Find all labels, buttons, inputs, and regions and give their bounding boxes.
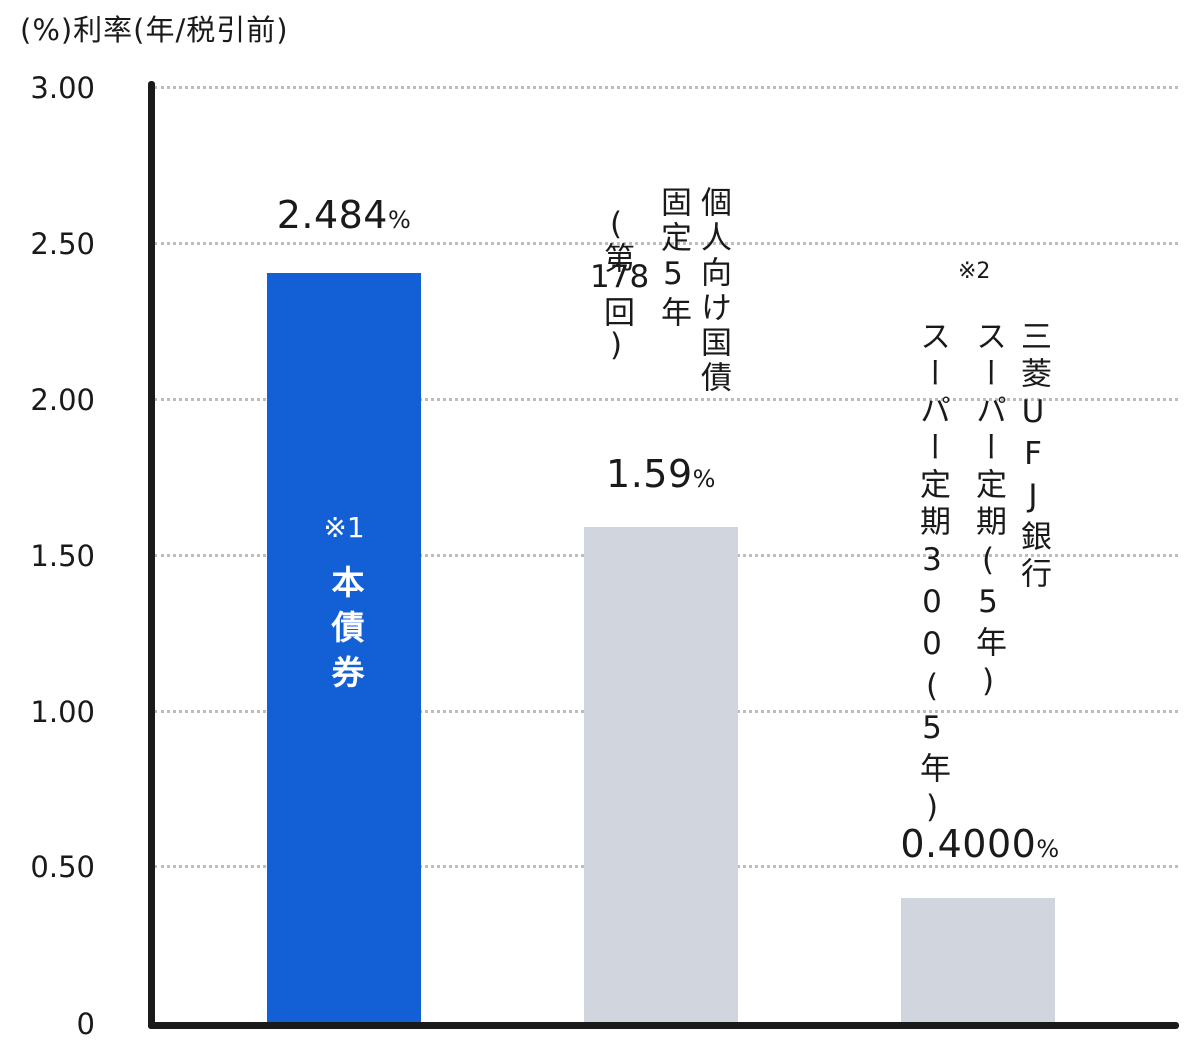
bar-name-jgb-line3-tail: 回) xyxy=(598,296,634,363)
bar-name-this-bond: 本債券 xyxy=(326,565,365,700)
bar-name-mufg-line3: スーパー定期300(5年) xyxy=(914,320,950,831)
y-tick-2-50: 2.50 xyxy=(30,227,95,261)
bar-name-mufg-line1: 三菱UFJ銀行 xyxy=(1015,320,1051,594)
value-unit: % xyxy=(1036,835,1060,863)
gridline-3-00 xyxy=(154,86,1178,89)
y-axis-line xyxy=(148,81,155,1029)
value-label-jgb: 1.59% xyxy=(584,452,738,501)
value-label-mufg: 0.4000% xyxy=(870,822,1090,871)
bar-name-jgb-line3: (第 xyxy=(598,206,634,273)
bar-this-bond xyxy=(267,273,421,1023)
bar-name-mufg-line2: スーパー定期(5年) xyxy=(970,320,1006,705)
value-label-this-bond: 2.484% xyxy=(267,193,421,242)
x-axis-line xyxy=(148,1022,1179,1029)
note-marker-2: ※2 xyxy=(958,259,991,284)
bar-name-jgb-line3-number: 178 xyxy=(590,259,650,295)
gridline-2-00 xyxy=(154,398,1178,401)
value-unit: % xyxy=(692,465,716,493)
value-number: 2.484 xyxy=(276,193,388,237)
bar-name-jgb-line1: 個人向け国債 xyxy=(695,186,731,396)
gridline-2-50 xyxy=(154,242,1178,245)
value-unit: % xyxy=(387,206,412,234)
y-tick-0-50: 0.50 xyxy=(30,850,95,884)
y-tick-1-50: 1.50 xyxy=(30,539,95,573)
note-marker-1: ※1 xyxy=(323,511,365,544)
value-number: 0.4000 xyxy=(900,822,1037,866)
value-number: 1.59 xyxy=(606,452,693,496)
y-axis-unit-label: (%)利率(年/税引前) xyxy=(20,13,289,47)
y-tick-2-00: 2.00 xyxy=(30,383,95,417)
bar-mufg-super-deposit xyxy=(901,898,1055,1023)
bar-name-jgb-line2: 固定5年 xyxy=(655,186,691,331)
bar-jgb-fixed-5y xyxy=(584,527,738,1023)
y-tick-0: 0 xyxy=(76,1007,95,1041)
y-tick-1-00: 1.00 xyxy=(30,695,95,729)
y-tick-3-00: 3.00 xyxy=(30,71,95,105)
